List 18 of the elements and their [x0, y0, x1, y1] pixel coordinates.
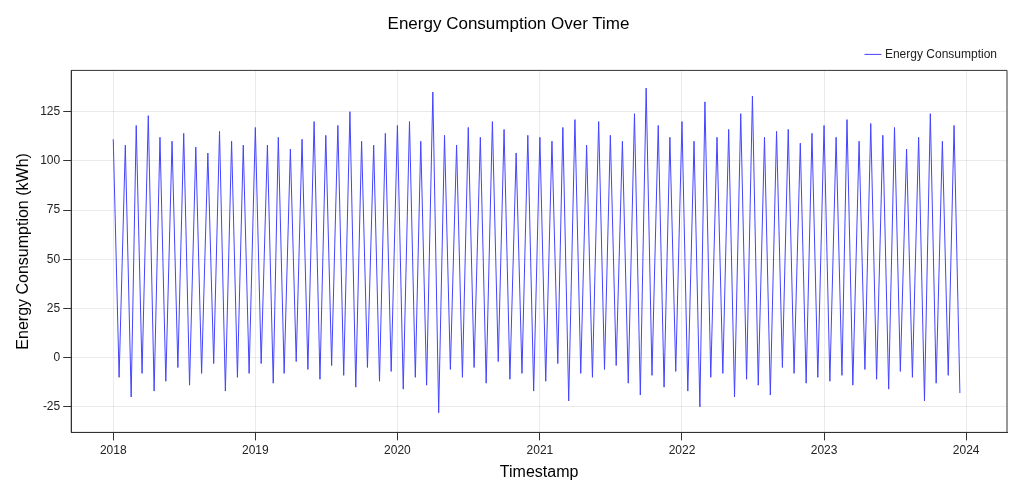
y-tick-label: 25: [46, 300, 61, 315]
y-tick-label: -25: [42, 399, 61, 414]
legend-label: Energy Consumption: [884, 46, 997, 61]
x-tick-label: 2022: [668, 442, 696, 457]
y-tick-label: 50: [46, 251, 61, 266]
x-tick-label: 2021: [526, 442, 554, 457]
x-axis-title: Timestamp: [499, 462, 579, 480]
y-tick-label: 125: [40, 104, 61, 119]
y-tick-label: 0: [53, 349, 61, 364]
x-tick-label: 2019: [241, 442, 270, 457]
chart-title: Energy Consumption Over Time: [387, 13, 630, 33]
y-tick-label: 75: [46, 202, 61, 217]
x-tick-label: 2018: [99, 442, 127, 457]
y-tick-label: 100: [40, 153, 61, 168]
y-axis-title: Energy Consumption (kWh): [14, 153, 32, 350]
x-tick-label: 2020: [384, 442, 412, 457]
x-tick-label: 2024: [952, 442, 980, 457]
x-tick-label: 2023: [810, 442, 838, 457]
